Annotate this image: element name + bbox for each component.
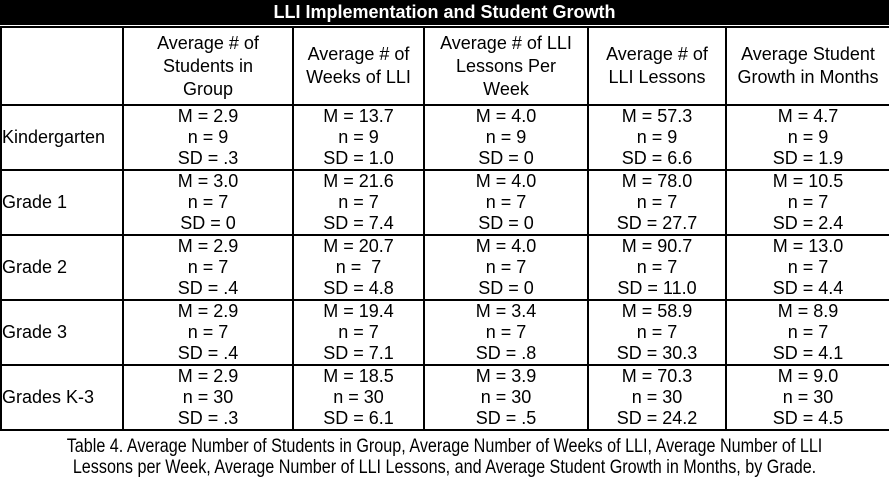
stat-cell: M = 8.9 n = 7 SD = 4.1 [725,299,889,366]
stat-cell: M = 2.9 n = 30 SD = .3 [122,364,294,431]
stat-cell: M = 58.9 n = 7 SD = 30.3 [587,299,727,366]
stat-cell: M = 9.0 n = 30 SD = 4.5 [725,364,889,431]
stat-cell: M = 90.7 n = 7 SD = 11.0 [587,234,727,301]
table-header-row: Average # of Students in Group Average #… [0,26,889,106]
table-row-kindergarten: Kindergarten M = 2.9 n = 9 SD = .3 M = 1… [0,104,889,171]
stat-cell: M = 78.0 n = 7 SD = 27.7 [587,169,727,236]
col-header-student-growth: Average Student Growth in Months [725,26,889,106]
table-caption: Table 4. Average Number of Students in G… [66,436,823,477]
col-header-weeks-of-lli: Average # of Weeks of LLI [292,26,425,106]
stat-cell: M = 18.5 n = 30 SD = 6.1 [292,364,425,431]
stat-cell: M = 4.0 n = 9 SD = 0 [423,104,589,171]
row-label: Grade 1 [0,169,124,236]
row-label: Kindergarten [0,104,124,171]
row-label: Grades K-3 [0,364,124,431]
stat-cell: M = 13.7 n = 9 SD = 1.0 [292,104,425,171]
col-header-students-in-group: Average # of Students in Group [122,26,294,106]
stat-cell: M = 3.9 n = 30 SD = .5 [423,364,589,431]
stat-cell: M = 4.0 n = 7 SD = 0 [423,169,589,236]
stat-cell: M = 2.9 n = 9 SD = .3 [122,104,294,171]
stat-cell: M = 2.9 n = 7 SD = .4 [122,234,294,301]
stat-cell: M = 70.3 n = 30 SD = 24.2 [587,364,727,431]
col-header-lli-lessons: Average # of LLI Lessons [587,26,727,106]
table-row-grades-k-3: Grades K-3 M = 2.9 n = 30 SD = .3 M = 18… [0,364,889,431]
stat-cell: M = 13.0 n = 7 SD = 4.4 [725,234,889,301]
lli-stats-table: Average # of Students in Group Average #… [0,26,889,431]
table-title: LLI Implementation and Student Growth [0,0,889,25]
row-label: Grade 3 [0,299,124,366]
table-row-grade-2: Grade 2 M = 2.9 n = 7 SD = .4 M = 20.7 n… [0,234,889,301]
col-header-lessons-per-week: Average # of LLI Lessons Per Week [423,26,589,106]
stat-cell: M = 2.9 n = 7 SD = .4 [122,299,294,366]
corner-cell [0,26,124,106]
stat-cell: M = 3.4 n = 7 SD = .8 [423,299,589,366]
stat-cell: M = 4.0 n = 7 SD = 0 [423,234,589,301]
stat-cell: M = 10.5 n = 7 SD = 2.4 [725,169,889,236]
stat-cell: M = 20.7 n = 7 SD = 4.8 [292,234,425,301]
stat-cell: M = 19.4 n = 7 SD = 7.1 [292,299,425,366]
stat-cell: M = 3.0 n = 7 SD = 0 [122,169,294,236]
row-label: Grade 2 [0,234,124,301]
stat-cell: M = 4.7 n = 9 SD = 1.9 [725,104,889,171]
stat-cell: M = 57.3 n = 9 SD = 6.6 [587,104,727,171]
table-row-grade-3: Grade 3 M = 2.9 n = 7 SD = .4 M = 19.4 n… [0,299,889,366]
table-row-grade-1: Grade 1 M = 3.0 n = 7 SD = 0 M = 21.6 n … [0,169,889,236]
stat-cell: M = 21.6 n = 7 SD = 7.4 [292,169,425,236]
